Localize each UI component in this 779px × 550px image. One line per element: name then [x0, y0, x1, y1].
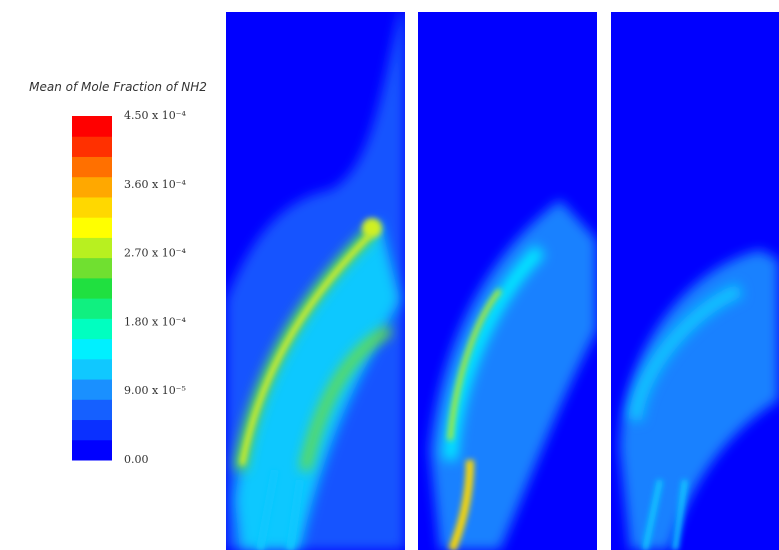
- colorbar-band: [72, 420, 112, 441]
- colorbar-band: [72, 197, 112, 218]
- colorbar-band: [72, 116, 112, 137]
- colorbar-band: [72, 379, 112, 400]
- colorbar-band: [72, 258, 112, 279]
- colorbar-tick-label: 2.70 x 10⁻⁴: [124, 247, 186, 260]
- colorbar-band: [72, 318, 112, 339]
- colorbar-tick-label: 0.00: [124, 453, 149, 466]
- colorbar-tick-label: 4.50 x 10⁻⁴: [124, 109, 186, 122]
- colorbar-band: [72, 278, 112, 299]
- contour-panel: [418, 12, 597, 550]
- colorbar: 4.50 x 10⁻⁴ 3.60 x 10⁻⁴ 2.70 x 10⁻⁴ 1.80 x …: [72, 109, 186, 466]
- colorbar-tick-label: 3.60 x 10⁻⁴: [124, 178, 186, 191]
- colorbar-band: [72, 359, 112, 380]
- contour-panel: [611, 12, 779, 550]
- colorbar-title: Mean of Mole Fraction of NH2: [29, 80, 207, 94]
- colorbar-tick-label: 9.00 x 10⁻⁵: [124, 384, 186, 397]
- colorbar-band: [72, 298, 112, 319]
- colorbar-band: [72, 440, 112, 461]
- contour-panel: [226, 12, 405, 550]
- colorbar-band: [72, 136, 112, 157]
- colorbar-band: [72, 217, 112, 238]
- colorbar-band: [72, 399, 112, 420]
- colorbar-band: [72, 177, 112, 198]
- colorbar-band: [72, 156, 112, 177]
- colorbar-band: [72, 237, 112, 258]
- figure: Mean of Mole Fraction of NH2 4.50 x 10⁻⁴…: [0, 0, 779, 550]
- colorbar-tick-label: 1.80 x 10⁻⁴: [124, 315, 186, 328]
- colorbar-band: [72, 339, 112, 360]
